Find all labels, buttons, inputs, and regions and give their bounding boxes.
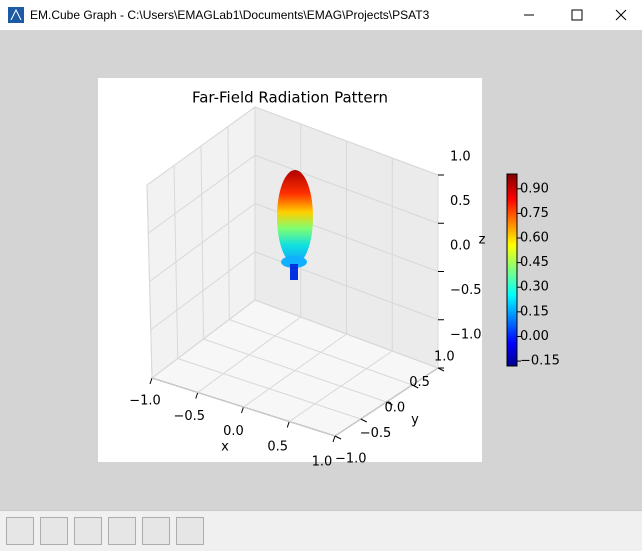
close-button[interactable]: [615, 9, 627, 21]
figure: Far-Field Radiation Pattern −1.0−0.50.00…: [98, 78, 560, 470]
main-lobe: [277, 170, 313, 264]
z-tick-label: 0.0: [450, 239, 471, 254]
back-button[interactable]: [40, 517, 68, 545]
grid-line: [147, 154, 256, 234]
maximize-button[interactable]: [571, 9, 583, 21]
z-tick-label: −1.0: [450, 328, 482, 343]
pan-button[interactable]: [108, 517, 136, 545]
y-axis-label: y: [411, 413, 419, 428]
grid-line: [150, 251, 256, 331]
forward-button[interactable]: [74, 517, 102, 545]
save-button[interactable]: [176, 517, 204, 545]
x-tick: [195, 392, 199, 399]
x-tick-label: 1.0: [312, 455, 333, 470]
radiation-lobe: [277, 170, 313, 280]
x-tick-label: −0.5: [173, 409, 205, 424]
grid-line: [149, 203, 256, 282]
window-title: EM.Cube Graph - C:\Users\EMAGLab1\Docume…: [30, 8, 430, 22]
y-tick-label: −0.5: [360, 426, 392, 441]
colorbar-tick-label: 0.15: [520, 304, 549, 319]
colorbar: [506, 173, 518, 367]
grid-line: [177, 358, 361, 420]
x-tick-label: −1.0: [129, 394, 161, 409]
z-axis-label: z: [479, 233, 486, 248]
y-tick-label: −1.0: [335, 452, 367, 467]
toolbar: [0, 510, 642, 551]
colorbar-tick-label: 0.90: [520, 181, 549, 196]
colorbar-tick-label: 0.30: [520, 280, 549, 295]
y-tick-label: 0.5: [409, 375, 430, 390]
x-tick: [149, 377, 153, 385]
y-tick-label: 1.0: [434, 350, 455, 365]
y-tick: [334, 435, 342, 440]
y-tick: [412, 384, 419, 389]
grid-line: [151, 299, 256, 379]
x-tick: [241, 406, 244, 414]
y-tick: [386, 401, 393, 406]
z-tick-label: −0.5: [450, 283, 482, 298]
colorbar-tick-label: 0.00: [520, 329, 549, 344]
z-tick-label: 0.5: [450, 194, 471, 209]
grid-line: [229, 319, 413, 386]
zoom-button[interactable]: [142, 517, 170, 545]
colorbar-tick-label: 0.60: [520, 231, 549, 246]
x-tick-label: 0.5: [267, 439, 288, 454]
colorbar-tick-label: 0.45: [520, 255, 549, 270]
chart-title: Far-Field Radiation Pattern: [192, 89, 388, 107]
z-tick-label: 1.0: [450, 150, 471, 165]
x-tick: [332, 435, 336, 443]
home-button[interactable]: [6, 517, 34, 545]
back-lobe: [290, 264, 298, 280]
app-icon: [8, 7, 24, 23]
grid-line: [151, 377, 336, 437]
x-tick-label: 0.0: [223, 424, 244, 439]
grid-line: [203, 338, 387, 403]
grid-line: [254, 106, 439, 176]
grid-line: [254, 299, 439, 369]
colorbar-tick-label: −0.15: [520, 354, 560, 369]
side-lobe: [281, 256, 307, 268]
window-controls: [524, 9, 627, 21]
x-axis-label: x: [221, 440, 229, 455]
colorbar-tick-label: 0.75: [520, 206, 549, 221]
y-tick: [360, 418, 367, 423]
y-tick-label: 0.0: [385, 401, 406, 416]
x-tick: [286, 421, 290, 428]
grid-line: [254, 154, 439, 224]
grid-line: [146, 106, 256, 186]
title-bar: EM.Cube Graph - C:\Users\EMAGLab1\Docume…: [0, 0, 642, 30]
